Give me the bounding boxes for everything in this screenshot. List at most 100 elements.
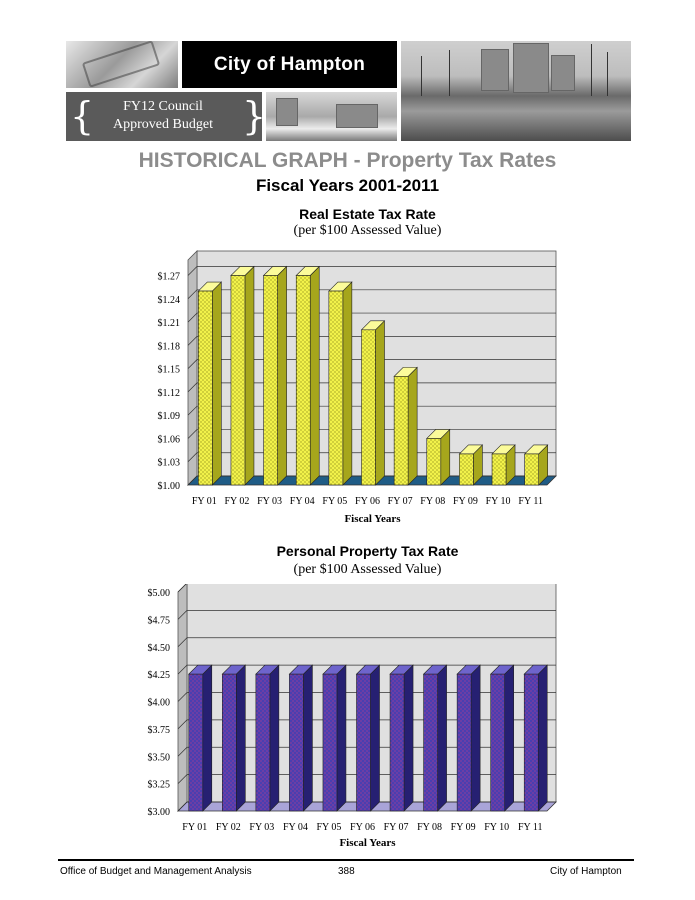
gridline	[187, 359, 556, 369]
y-tick-label: $1.15	[158, 365, 181, 376]
y-tick-label: $5.00	[148, 588, 171, 599]
bar-fy-07	[393, 366, 418, 486]
bar-side	[403, 664, 414, 812]
x-tick-label: FY 07	[384, 822, 409, 833]
x-tick-label: FY 04	[283, 822, 308, 833]
bar-fy-04	[295, 265, 320, 486]
bar-front	[456, 673, 472, 812]
x-tick-label: FY 03	[257, 496, 282, 507]
bar-front	[255, 673, 271, 812]
bar-front	[263, 275, 278, 486]
footer-page-number: 388	[338, 866, 355, 877]
bar-side	[440, 428, 451, 486]
x-tick-label: FY 11	[518, 496, 543, 507]
y-tick-label: $3.75	[148, 725, 171, 736]
x-tick-label: FY 05	[322, 496, 347, 507]
gridline	[187, 382, 556, 393]
chart2-subtitle: (per $100 Assessed Value)	[293, 562, 442, 577]
gridline	[187, 335, 556, 346]
budget-label: FY12 Council Approved Budget	[88, 98, 238, 134]
bar-side	[309, 265, 320, 486]
budget-label-line1: FY12 Council	[123, 99, 203, 114]
bar-fy-02	[230, 265, 255, 486]
gridline	[187, 312, 556, 323]
x-tick-label: FY 02	[224, 496, 249, 507]
bar-fy-03	[255, 664, 280, 812]
page-subtitle: Fiscal Years 2001-2011	[255, 176, 440, 195]
bar-front	[491, 453, 507, 486]
y-tick-label: $1.18	[158, 341, 181, 352]
bar-front	[393, 376, 409, 486]
x-tick-label: FY 10	[484, 822, 509, 833]
bar-side	[504, 664, 514, 812]
bar-front	[389, 673, 405, 812]
banner-title: City of Hampton	[182, 41, 397, 88]
bar-fy-08	[426, 428, 451, 486]
x-tick-label: FY 02	[216, 822, 241, 833]
x-tick-label: FY 07	[388, 496, 413, 507]
y-tick-label: $1.24	[158, 295, 181, 306]
calculator-photo	[66, 41, 178, 88]
bar-fy-09	[458, 444, 484, 486]
bar-fy-05	[328, 281, 353, 486]
bar-front	[361, 329, 376, 486]
gridline	[177, 610, 556, 620]
bar-fy-01	[188, 664, 213, 812]
bar-fy-07	[389, 664, 414, 812]
bar-fy-05	[322, 664, 347, 812]
x-tick-label: FY 06	[350, 822, 375, 833]
x-tick-label: FY 01	[182, 822, 207, 833]
x-tick-label: FY 03	[249, 822, 274, 833]
x-axis-label: Fiscal Years	[344, 513, 401, 525]
bar-front	[524, 453, 539, 486]
x-tick-label: FY 09	[451, 822, 476, 833]
y-tick-label: $1.06	[158, 434, 181, 445]
bar-side	[277, 265, 287, 486]
bar-front	[490, 673, 505, 812]
x-tick-label: FY 04	[290, 496, 315, 507]
chart-side-wall	[187, 250, 198, 486]
gridline	[187, 289, 556, 300]
gridline	[177, 637, 556, 647]
bar-front	[356, 673, 371, 812]
x-axis-label: Fiscal Years	[339, 837, 396, 849]
bar-fy-04	[288, 664, 314, 812]
real-estate-tax-chart: $1.00 $1.03 $1.06 $1.09 $1.12 $1.15 $1.18 $1.21…	[158, 250, 557, 525]
bar-side	[212, 281, 222, 486]
x-tick-label: FY 10	[486, 496, 511, 507]
x-tick-label: FY 08	[417, 822, 442, 833]
budget-label-box: { FY12 Council Approved Budget }	[66, 92, 266, 141]
bar-side	[342, 281, 353, 486]
bar-side	[269, 664, 280, 812]
bar-side	[244, 265, 255, 486]
bar-front	[289, 673, 304, 812]
bar-front	[222, 673, 237, 812]
bar-side	[407, 366, 418, 486]
footer-office: Office of Budget and Management Analysis	[60, 866, 252, 877]
bar-fy-02	[221, 664, 247, 812]
bar-front	[426, 438, 442, 486]
x-tick-label: FY 01	[192, 496, 217, 507]
bar-fy-01	[197, 281, 223, 486]
chart1-title: Real Estate Tax Rate	[299, 206, 436, 222]
x-tick-label: FY 06	[355, 496, 380, 507]
y-tick-label: $4.75	[148, 615, 171, 626]
footer-city: City of Hampton	[550, 866, 622, 877]
y-tick-label: $1.21	[158, 318, 181, 329]
bar-front	[188, 673, 204, 812]
x-tick-label: FY 05	[316, 822, 341, 833]
bar-side	[437, 664, 447, 812]
bar-fy-10	[491, 444, 516, 486]
gridline	[177, 584, 187, 593]
x-tick-label: FY 08	[420, 496, 445, 507]
y-tick-label: $1.03	[158, 458, 181, 469]
bar-side	[370, 664, 380, 812]
harbor-photo	[401, 41, 631, 141]
bar-fy-08	[422, 664, 448, 812]
gridline	[187, 266, 556, 276]
bar-fy-03	[262, 265, 288, 486]
chart1-subtitle: (per $100 Assessed Value)	[293, 223, 442, 238]
bar-fy-06	[360, 320, 386, 486]
gridline	[187, 405, 556, 416]
y-tick-label: $1.09	[158, 411, 181, 422]
